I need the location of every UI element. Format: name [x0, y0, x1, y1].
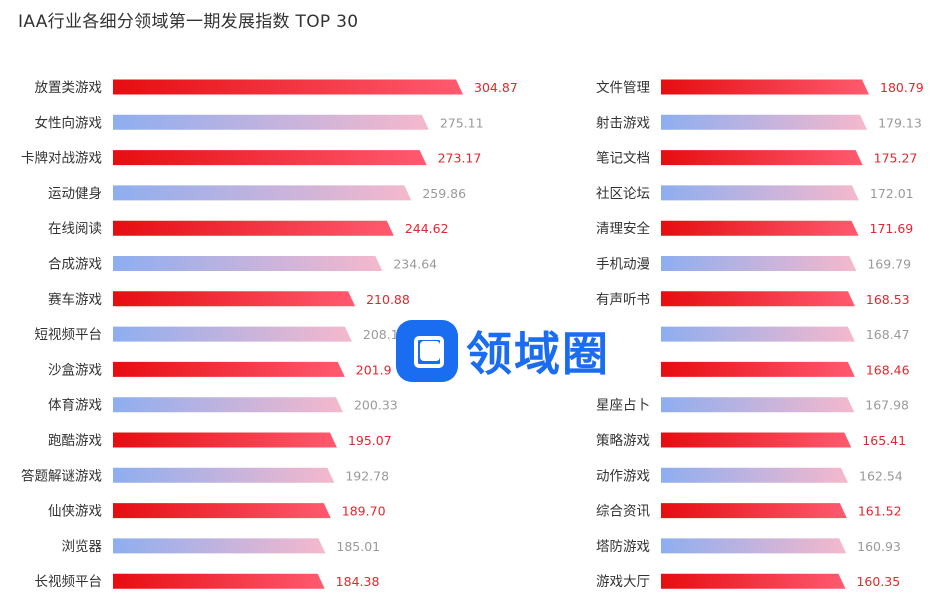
left-bar	[113, 503, 331, 519]
left-value-label: 189.70	[342, 504, 386, 519]
right-category-label: 综合资讯	[596, 504, 650, 520]
left-category-label: 女性向游戏	[35, 114, 103, 131]
left-bar	[113, 256, 383, 271]
right-value-label: 160.35	[856, 574, 900, 589]
right-bar	[661, 467, 849, 483]
right-category-label: 清理安全	[596, 220, 650, 237]
left-value-label: 195.07	[348, 433, 392, 448]
right-bar	[661, 150, 863, 166]
right-bar	[661, 326, 855, 342]
left-category-label: 合成游戏	[48, 257, 102, 273]
right-bar	[661, 291, 855, 307]
left-bar	[113, 573, 325, 589]
right-value-label: 171.69	[870, 221, 914, 236]
left-value-label: 273.17	[438, 151, 482, 166]
right-bar	[661, 397, 855, 413]
left-chart-panel: 放置类游戏 304.87 女性向游戏 275.11 卡牌对战游戏 273.17 运动健身 25…	[21, 79, 518, 590]
left-value-label: 208.1	[363, 327, 399, 342]
left-value-label: 210.88	[366, 292, 410, 307]
right-bar	[661, 256, 857, 271]
left-category-label: 赛车游戏	[48, 291, 102, 308]
right-bar	[661, 432, 852, 448]
left-category-label: 沙盒游戏	[48, 361, 102, 378]
left-category-label: 长视频平台	[35, 574, 103, 590]
left-bar	[113, 432, 337, 448]
right-value-label: 168.46	[866, 362, 910, 377]
left-category-label: 短视频平台	[35, 327, 103, 343]
right-bar	[661, 538, 847, 554]
left-category-label: 跑酷游戏	[48, 433, 102, 449]
left-bar	[113, 79, 463, 95]
right-value-label: 172.01	[870, 186, 914, 201]
left-bar	[113, 220, 394, 236]
left-category-label: 浏览器	[62, 539, 103, 555]
left-value-label: 192.78	[345, 468, 389, 483]
right-category-label: 游戏大厅	[596, 574, 650, 590]
left-bar	[113, 538, 326, 554]
left-bar	[113, 114, 429, 130]
left-bar	[113, 361, 345, 377]
left-category-label: 卡牌对战游戏	[21, 150, 102, 167]
right-bar	[661, 361, 855, 377]
right-value-label: 175.27	[874, 151, 918, 166]
right-value-label: 161.52	[858, 504, 902, 519]
left-value-label: 259.86	[422, 186, 466, 201]
right-bar	[661, 503, 847, 519]
left-bar	[113, 467, 335, 483]
left-category-label: 仙侠游戏	[48, 504, 102, 520]
left-bar	[113, 291, 356, 307]
right-category-label: 文件管理	[596, 80, 650, 96]
left-bar	[113, 150, 427, 166]
right-value-label: 180.79	[880, 80, 924, 95]
right-chart-panel: 文件管理 180.79 射击游戏 179.13 笔记文档 175.27 社区论坛 172.01…	[596, 79, 924, 590]
left-category-label: 答题解谜游戏	[21, 467, 102, 484]
left-category-label: 放置类游戏	[35, 80, 103, 96]
left-value-label: 244.62	[405, 221, 449, 236]
left-value-label: 200.33	[354, 398, 398, 413]
right-value-label: 168.47	[866, 327, 910, 342]
right-category-label: 塔防游戏	[596, 539, 650, 555]
right-value-label: 168.53	[866, 292, 910, 307]
right-value-label: 160.93	[857, 539, 901, 554]
left-bar	[113, 185, 412, 201]
left-category-label: 在线阅读	[48, 221, 102, 237]
right-bar	[661, 185, 859, 201]
right-bar	[661, 114, 868, 130]
right-category-label: 社区论坛	[596, 186, 650, 202]
right-value-label: 179.13	[878, 115, 922, 130]
chart-title: IAA行业各细分领域第一期发展指数 TOP 30	[18, 12, 359, 32]
left-value-label: 304.87	[474, 80, 518, 95]
right-bar	[661, 573, 846, 589]
right-category-label: 星座占卜	[596, 398, 650, 414]
left-value-label: 184.38	[336, 574, 380, 589]
left-bar	[113, 397, 343, 413]
right-value-label: 162.54	[859, 468, 903, 483]
left-value-label: 185.01	[336, 539, 380, 554]
right-bar	[661, 79, 869, 95]
left-value-label: 201.9	[356, 362, 392, 377]
left-value-label: 234.64	[393, 257, 437, 272]
right-value-label: 167.98	[865, 398, 909, 413]
right-category-label: 有声听书	[596, 292, 650, 308]
right-value-label: 169.79	[867, 257, 911, 272]
left-bar	[113, 326, 352, 342]
right-category-label: 射击游戏	[596, 115, 650, 131]
right-category-label: 笔记文档	[596, 151, 650, 167]
right-category-label: 手机动漫	[596, 257, 650, 273]
left-value-label: 275.11	[440, 115, 484, 130]
right-value-label: 165.41	[862, 433, 906, 448]
right-category-label: 策略游戏	[596, 432, 650, 449]
right-bar	[661, 220, 859, 236]
left-category-label: 体育游戏	[48, 398, 102, 414]
left-category-label: 运动健身	[48, 186, 102, 202]
right-category-label: 动作游戏	[596, 468, 650, 484]
